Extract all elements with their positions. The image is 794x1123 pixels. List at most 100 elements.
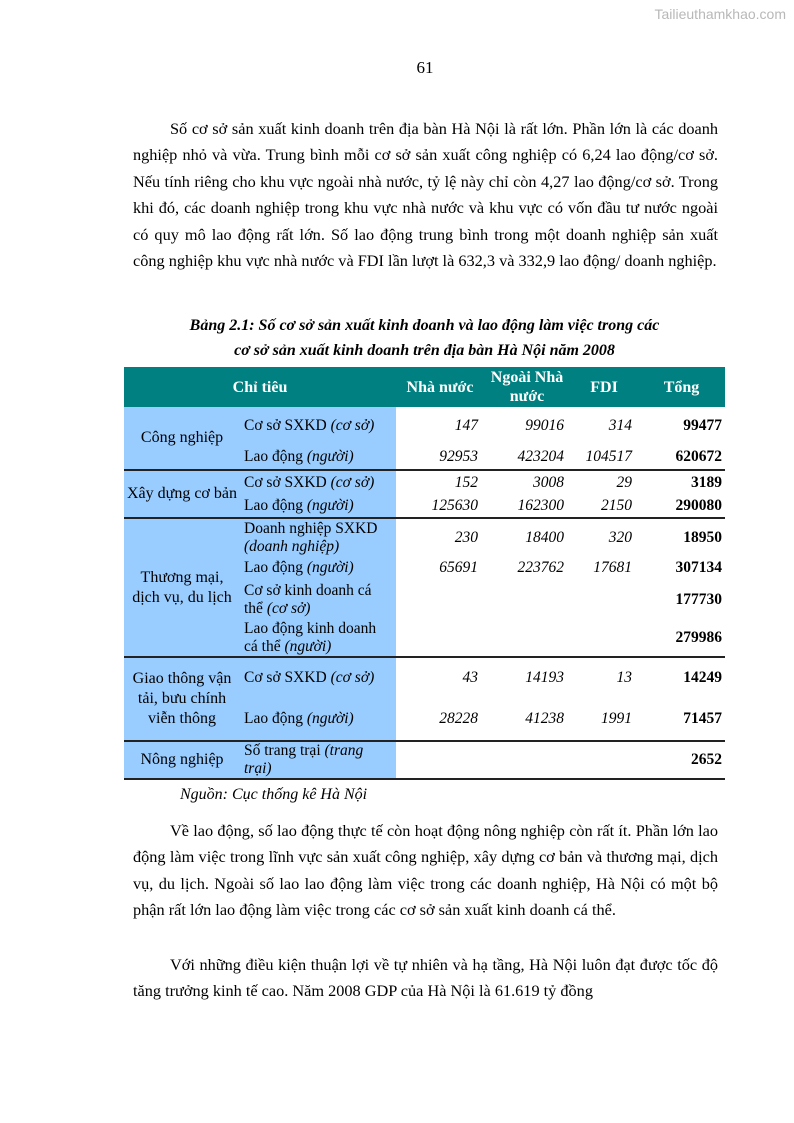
row-category: Giao thông vận tải, bưu chính viễn thông xyxy=(124,657,240,742)
row-item: Doanh nghiệp SXKD (doanh nghiệp) xyxy=(240,518,397,556)
item-label: Lao động xyxy=(244,559,303,576)
row-item: Lao động (người) xyxy=(240,556,397,580)
row-item: Cơ sở kinh doanh cá thể (cơ sở) xyxy=(240,580,397,619)
row-item: Lao động (người) xyxy=(240,697,397,742)
item-unit: (người) xyxy=(306,496,354,514)
row-item: Lao động (người) xyxy=(240,494,397,519)
header-ngoai-nha-nuoc: Ngoài Nhà nước xyxy=(484,367,571,407)
table-row: Lao động (người) 125630 162300 2150 290080 xyxy=(124,494,726,519)
caption-line-2: cơ sở sản xuất kinh doanh trên địa bàn H… xyxy=(234,342,615,359)
item-label: Cơ sở SXKD xyxy=(244,416,327,434)
cell-fdi: 13 xyxy=(616,668,633,686)
row-item: Số trang trại (trang trại) xyxy=(240,741,397,780)
item-unit: (doanh nghiệp) xyxy=(244,537,340,555)
row-category: Nông nghiệp xyxy=(124,741,240,780)
cell-nha-nuoc: 152 xyxy=(454,473,479,491)
item-unit: (cơ sở) xyxy=(330,668,375,686)
cell-nha-nuoc: 43 xyxy=(462,668,479,686)
cell-fdi: 104517 xyxy=(570,444,639,471)
table-row: Nông nghiệp Số trang trại (trang trại) 265… xyxy=(124,741,726,780)
row-item: Lao động kinh doanh cá thể (người) xyxy=(240,619,397,658)
item-unit: (trang trại) xyxy=(244,742,364,777)
item-label: Doanh nghiệp SXKD xyxy=(244,519,378,537)
cell-tong: 71457 xyxy=(638,697,726,742)
item-label: Lao động xyxy=(244,496,303,514)
cell-tong: 279986 xyxy=(638,619,726,658)
page-number: 61 xyxy=(416,58,434,77)
table-row: Lao động (người) 65691 223762 17681 307134 xyxy=(124,556,725,580)
cell-tong: 14249 xyxy=(683,668,723,686)
paragraph-1: Số cơ sở sản xuất kinh doanh trên địa bà… xyxy=(133,119,718,271)
cell-tong: 18950 xyxy=(683,528,723,546)
cell-fdi xyxy=(570,580,638,619)
cell-ngoai-nha-nuoc: 18400 xyxy=(525,528,565,546)
cell-fdi: 29 xyxy=(616,473,633,491)
cell-ngoai-nha-nuoc xyxy=(484,619,571,658)
cell-nha-nuoc xyxy=(396,741,485,780)
row-category: Xây dựng cơ bản xyxy=(124,470,240,519)
table-caption: Bảng 2.1: Số cơ sở sản xuất kinh doanh v… xyxy=(124,313,725,363)
item-label: Số trang trại xyxy=(244,742,321,759)
table-row: Lao động (người) 28228 41238 1991 71457 xyxy=(124,697,726,742)
watermark: Tailieuthamkhao.com xyxy=(654,6,786,22)
cell-fdi: 2150 xyxy=(570,494,639,519)
cell-ngoai-nha-nuoc: 14193 xyxy=(525,668,565,686)
header-nha-nuoc: Nhà nước xyxy=(396,367,485,407)
row-item: Cơ sở SXKD (cơ sở) xyxy=(240,657,397,697)
item-label: Lao động xyxy=(244,447,303,465)
item-unit: (cơ sở) xyxy=(266,599,311,617)
data-table: Chỉ tiêu Nhà nước Ngoài Nhà nước FDI Tổn… xyxy=(124,367,726,780)
table-row: Cơ sở kinh doanh cá thể (cơ sở) 177730 xyxy=(124,580,725,619)
cell-ngoai-nha-nuoc: 423204 xyxy=(484,444,571,471)
header-fdi: FDI xyxy=(570,367,639,407)
cell-tong: 99477 xyxy=(683,416,723,434)
cell-ngoai-nha-nuoc: 223762 xyxy=(517,559,565,576)
table-header-row: Chỉ tiêu Nhà nước Ngoài Nhà nước FDI Tổn… xyxy=(124,367,726,407)
item-unit: (người) xyxy=(306,559,354,576)
row-item: Lao động (người) xyxy=(240,444,397,471)
cell-ngoai-nha-nuoc: 99016 xyxy=(525,416,565,434)
cell-nha-nuoc xyxy=(396,580,484,619)
table-source: Nguồn: Cục thống kê Hà Nội xyxy=(180,786,368,803)
table-row: Công nghiệp Cơ sở SXKD (cơ sở) 147 99016 314… xyxy=(124,407,725,471)
item-label: Cơ sở SXKD xyxy=(244,668,327,686)
cell-ngoai-nha-nuoc: 3008 xyxy=(533,473,565,491)
paragraph-2: Về lao động, số lao động thực tế còn hoạ… xyxy=(133,821,718,920)
cell-nha-nuoc xyxy=(396,619,485,658)
item-unit: (cơ sở) xyxy=(330,473,375,491)
cell-ngoai-nha-nuoc xyxy=(484,741,571,780)
header-chi-tieu: Chỉ tiêu xyxy=(124,367,397,407)
item-unit: (người) xyxy=(306,447,354,465)
cell-nha-nuoc: 92953 xyxy=(396,444,485,471)
table-row: Thương mại, dịch vụ, du lịch Doanh nghiệp… xyxy=(124,518,725,658)
cell-nha-nuoc: 147 xyxy=(454,416,479,434)
cell-fdi xyxy=(570,741,639,780)
cell-tong: 620672 xyxy=(638,444,726,471)
cell-fdi: 1991 xyxy=(570,697,639,742)
table-row: Lao động kinh doanh cá thể (người) 279986 xyxy=(124,619,726,658)
cell-nha-nuoc: 28228 xyxy=(396,697,485,742)
cell-nha-nuoc: 230 xyxy=(454,528,479,546)
cell-tong: 2652 xyxy=(638,741,726,780)
cell-fdi xyxy=(570,619,639,658)
cell-tong: 290080 xyxy=(638,494,726,519)
item-unit: (người) xyxy=(284,637,332,655)
table-row: Lao động (người) 92953 423204 104517 620672 xyxy=(124,444,726,471)
cell-tong: 307134 xyxy=(675,559,723,576)
header-tong: Tổng xyxy=(638,367,726,407)
paragraph-3: Với những điều kiện thuận lợi về tự nhiê… xyxy=(133,955,718,1001)
item-label: Lao động kinh doanh cá thể xyxy=(244,619,377,655)
item-label: Lao động xyxy=(244,709,303,727)
cell-fdi: 320 xyxy=(608,528,633,546)
row-item: Cơ sở SXKD (cơ sở) xyxy=(240,407,397,444)
row-category: Công nghiệp xyxy=(124,407,240,471)
cell-ngoai-nha-nuoc: 162300 xyxy=(484,494,571,519)
item-label: Cơ sở kinh doanh cá thể xyxy=(244,581,372,617)
item-unit: (người) xyxy=(306,709,354,727)
row-category: Thương mại, dịch vụ, du lịch xyxy=(124,518,240,658)
table-row: Giao thông vận tải, bưu chính viễn thông… xyxy=(124,657,725,742)
row-item: Cơ sở SXKD (cơ sở) xyxy=(240,470,397,494)
item-unit: (cơ sở) xyxy=(330,416,375,434)
cell-tong: 177730 xyxy=(675,590,723,608)
